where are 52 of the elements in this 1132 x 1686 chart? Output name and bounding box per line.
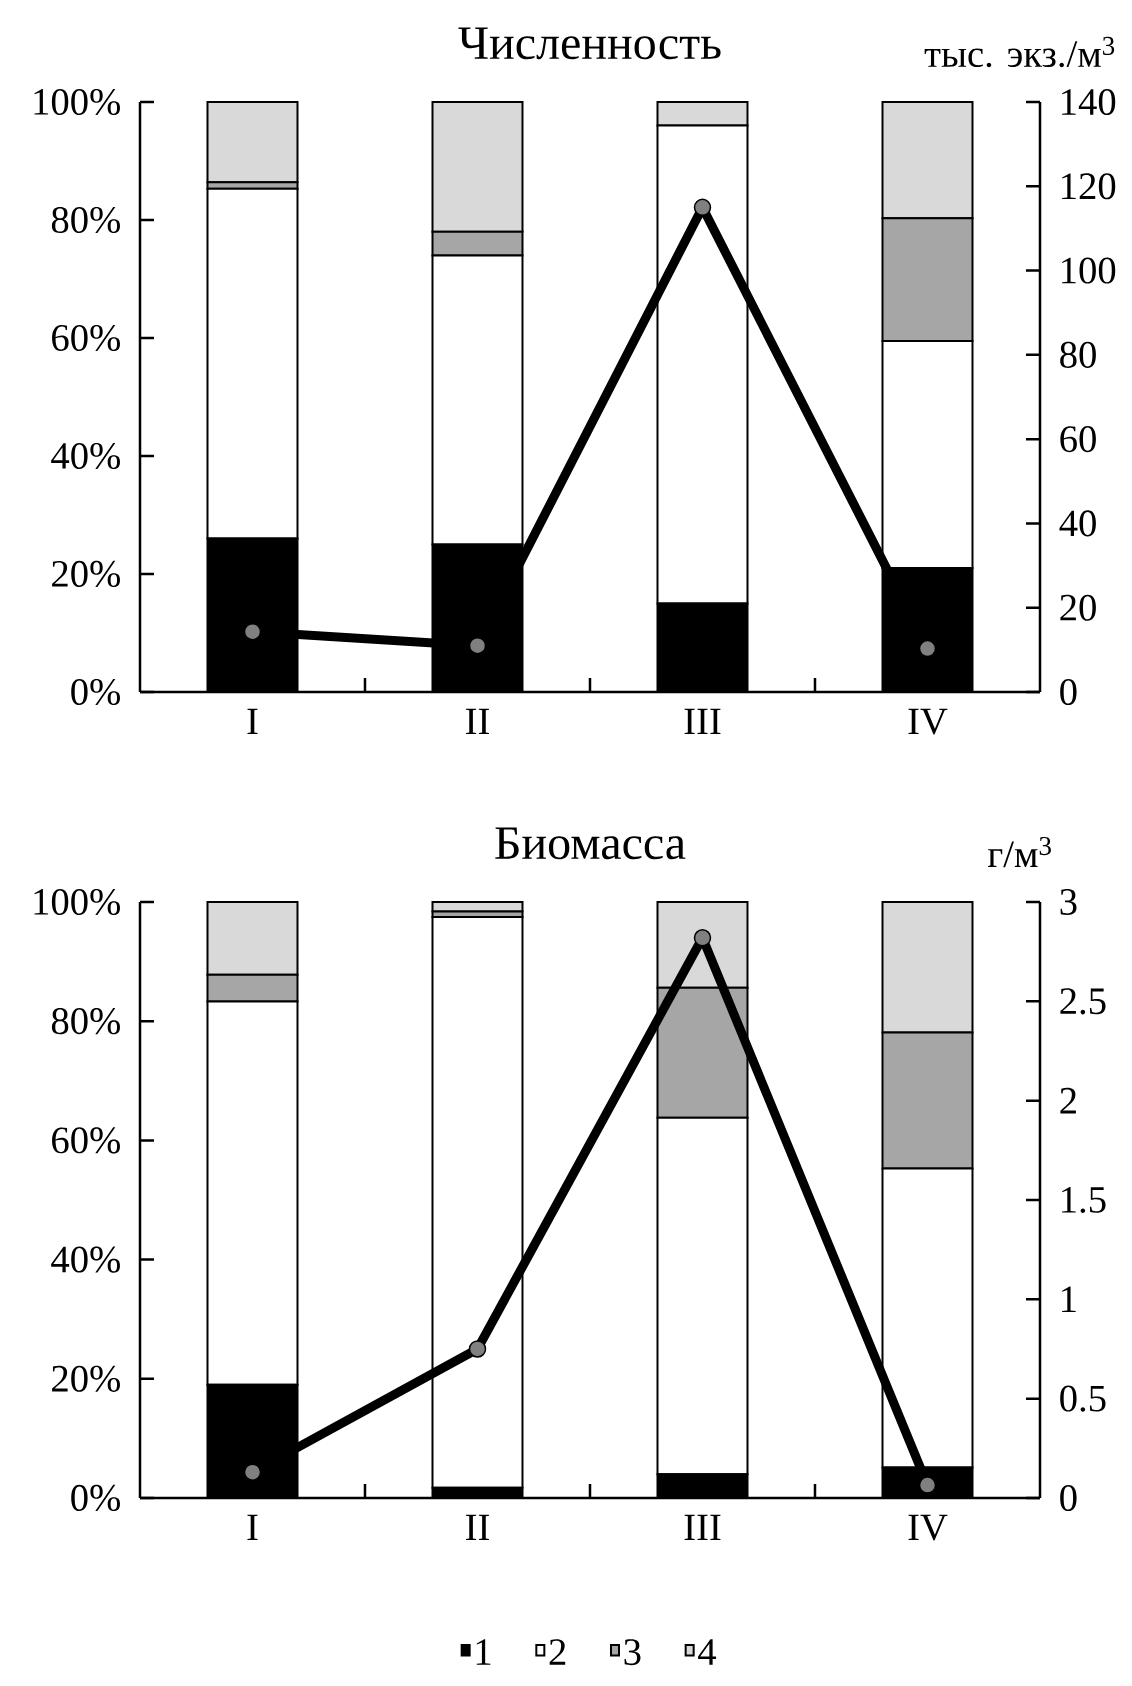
x-tick-label: III [684, 708, 721, 735]
y-tick-label: 40% [51, 1246, 120, 1273]
y2-tick-label: 140 [1062, 88, 1116, 116]
y2-axis-title: г/м$^{3}$ [988, 836, 1051, 868]
y2-tick-label: 0 [1060, 1484, 1077, 1512]
y-tick-label: 100% [34, 888, 120, 916]
y2-tick-label: 1.5 [1062, 1186, 1106, 1214]
y-tick-label: 20% [52, 1365, 120, 1392]
y2-tick-label: 0 [1060, 678, 1077, 706]
y2-tick-label: 100 [1062, 257, 1116, 284]
x-tick-label: II [466, 1514, 490, 1541]
bar [206, 100, 299, 184]
chart-title: Численность [458, 27, 721, 60]
legend-label: 1 [476, 1639, 491, 1665]
y-tick-label: 60% [52, 1127, 120, 1154]
legend-label: 3 [624, 1639, 641, 1666]
y-tick-label: 0% [71, 678, 120, 706]
point [243, 1463, 262, 1481]
legend-label: 2 [549, 1639, 566, 1665]
point [693, 929, 712, 947]
y2-tick-label: 80 [1060, 341, 1096, 368]
y2-tick-label: 3 [1060, 889, 1077, 915]
point [918, 639, 937, 658]
y-tick-label: 0% [71, 1484, 120, 1512]
y-tick-label: 80% [51, 1008, 120, 1035]
point [243, 622, 262, 641]
y-tick-label: 80% [51, 206, 120, 234]
y2-tick-label: 20 [1060, 594, 1096, 621]
y-tick-label: 60% [52, 324, 120, 352]
x-tick-label: I [247, 708, 258, 735]
y2-axis-title: тыс. экз./м$^{3}$ [924, 36, 1115, 68]
y-tick-label: 20% [52, 560, 120, 588]
y2-tick-label: 120 [1062, 173, 1116, 200]
x-tick-label: IV [908, 1514, 948, 1541]
x-tick-label: IV [908, 708, 948, 735]
y2-tick-label: 0.5 [1060, 1385, 1106, 1412]
y-tick-label: 40% [51, 442, 120, 470]
y-tick-label: 100% [34, 88, 120, 116]
point [693, 198, 712, 217]
y2-tick-label: 1 [1062, 1286, 1076, 1313]
point [468, 1340, 487, 1358]
y2-tick-label: 2.5 [1060, 988, 1106, 1015]
x-tick-label: I [247, 1514, 258, 1541]
legend-label: 4 [698, 1639, 717, 1665]
point [468, 636, 487, 655]
chart-title: Биомасса [495, 827, 686, 860]
y2-tick-label: 40 [1059, 510, 1096, 537]
point [918, 1476, 937, 1494]
y2-tick-label: 60 [1060, 426, 1096, 453]
x-tick-label: II [466, 708, 490, 735]
x-tick-label: III [684, 1514, 721, 1541]
y2-tick-label: 2 [1060, 1087, 1076, 1114]
